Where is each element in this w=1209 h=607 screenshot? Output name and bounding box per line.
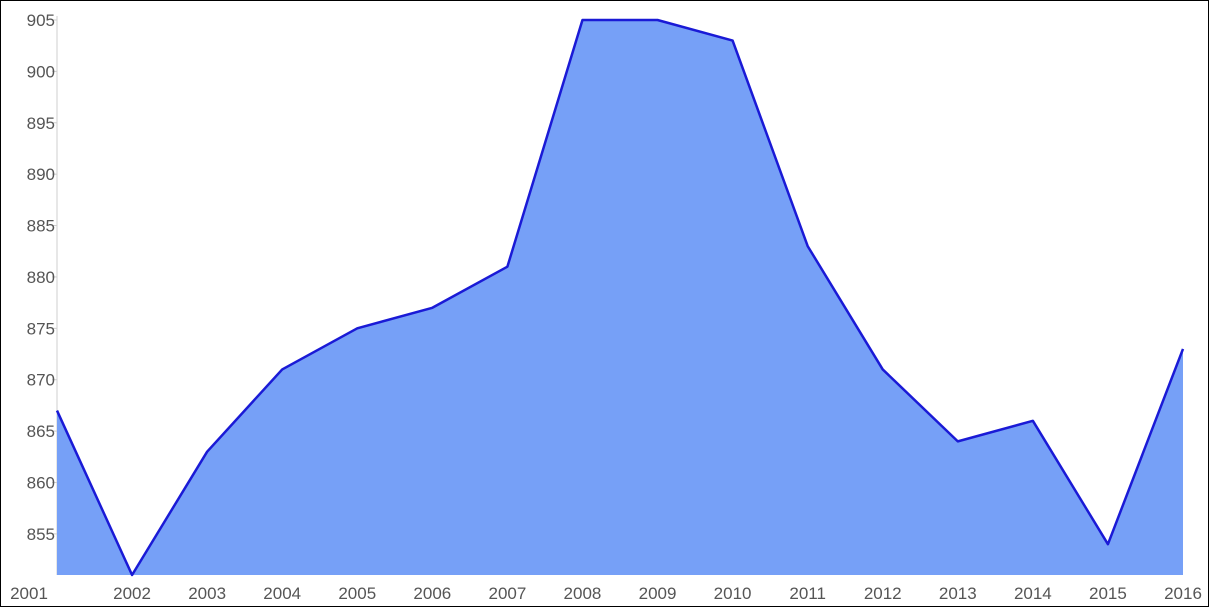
y-tick-label: 855 — [27, 525, 55, 544]
area-fill — [57, 20, 1183, 575]
y-tick-label: 890 — [27, 165, 55, 184]
x-tick-label: 2014 — [1014, 584, 1052, 603]
x-tick-label: 2006 — [413, 584, 451, 603]
y-tick-label: 895 — [27, 114, 55, 133]
y-tick-label: 860 — [27, 474, 55, 493]
y-tick-label: 900 — [27, 62, 55, 81]
x-tick-label: 2016 — [1164, 584, 1202, 603]
series-line — [55, 18, 1185, 577]
y-tick-label: 870 — [27, 371, 55, 390]
x-tick-label: 2009 — [639, 584, 677, 603]
x-tick-label: 2015 — [1089, 584, 1127, 603]
x-tick-label: 2011 — [789, 584, 826, 603]
x-axis: 2001 2002 2003 2004 2005 2006 2007 2008 2009 2010… — [10, 584, 1202, 603]
x-tick-label: 2003 — [188, 584, 226, 603]
x-tick-label: 2001 — [10, 584, 48, 603]
x-tick-label: 2004 — [263, 584, 301, 603]
x-tick-label: 2007 — [488, 584, 526, 603]
y-axis: 855 860 865 870 875 880 885 890 895 900 905 — [27, 11, 58, 575]
x-tick-label: 2005 — [338, 584, 376, 603]
x-tick-label: 2008 — [564, 584, 602, 603]
x-tick-label: 2010 — [714, 584, 752, 603]
x-tick-label: 2002 — [113, 584, 151, 603]
y-tick-label: 905 — [27, 11, 55, 30]
y-tick-label: 875 — [27, 319, 55, 338]
plot-area — [55, 18, 1185, 577]
x-tick-label: 2012 — [864, 584, 902, 603]
x-tick-label: 2013 — [939, 584, 977, 603]
y-tick-label: 880 — [27, 268, 55, 287]
y-tick-label: 865 — [27, 422, 55, 441]
y-tick-label: 885 — [27, 217, 55, 236]
